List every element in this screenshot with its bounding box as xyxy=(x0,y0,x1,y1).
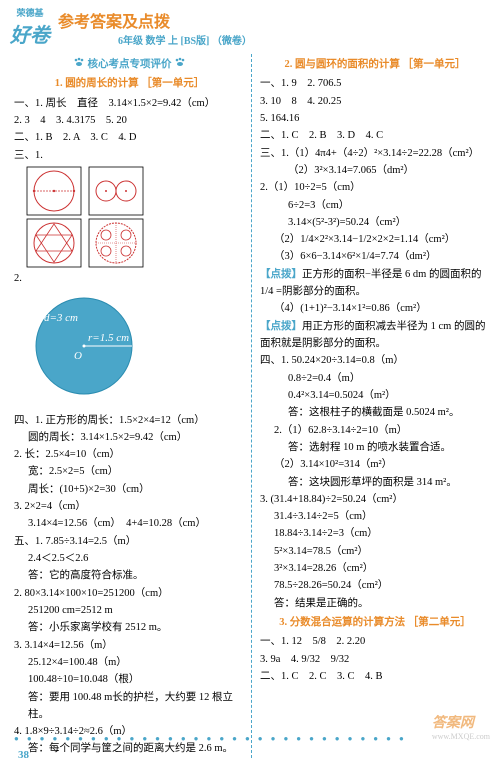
answer-line: 0.8÷2=0.4（m） xyxy=(260,370,490,387)
answer-line: 2.（1）62.8÷3.14÷2=10（m） xyxy=(260,422,490,439)
answer-line: 251200 cm=2512 m xyxy=(14,602,245,619)
topic-heading: 2. 圆与圆环的面积的计算 ［第一单元］ xyxy=(260,56,490,73)
answer-line: 面积就是阴影部分的面积。 xyxy=(260,335,490,352)
answer-line: 3. (31.4+18.84)÷2=50.24（cm²） xyxy=(260,491,490,508)
hint-text: 正方形的面积−半径是 6 dm 的圆面积的 xyxy=(302,269,481,280)
page-header: 荣德基 好卷 参考答案及点拨 6年级 数学 上 [BS版] （微卷） xyxy=(0,0,500,50)
answer-line: 25.12×4=100.48（m） xyxy=(14,654,245,671)
answer-line: （3）6×6−3.14×6²×1/4=7.74（dm²） xyxy=(260,248,490,265)
page-title: 参考答案及点拨 xyxy=(58,8,252,32)
section-heading-text: 核心考点专项评价 xyxy=(88,59,172,70)
answer-line: 四、1. 正方形的周长：1.5×2×4=12（cm） xyxy=(14,412,245,429)
answer-line: 18.84÷3.14÷2=3（cm） xyxy=(260,525,490,542)
answer-line: 3²×3.14=28.26（cm²） xyxy=(260,560,490,577)
hint-text: 用正方形的面积减去半径为 1 cm 的圆的 xyxy=(302,321,485,332)
answer-line: 100.48÷10=10.048（根） xyxy=(14,671,245,688)
answer-line: 2.4＜2.5＜2.6 xyxy=(14,550,245,567)
answer-line: 5. 164.16 xyxy=(260,110,490,127)
answer-line: 3. 9a 4. 9/32 9/32 xyxy=(260,651,490,668)
answer-line: 一、1. 12 5/8 2. 2.20 xyxy=(260,633,490,650)
circle-diagram xyxy=(88,218,144,268)
circle-diagram xyxy=(88,166,144,216)
answer-line: 答：小乐家离学校有 2512 m。 xyxy=(14,619,245,636)
answer-line: 2. 长：2.5×4=10（cm） xyxy=(14,446,245,463)
answer-line: 3.14×(5²-3²)=50.24（cm²） xyxy=(260,214,490,231)
brand-small-text: 荣德基 xyxy=(16,6,43,19)
answer-line: 五、1. 7.85÷3.14=2.5（m） xyxy=(14,533,245,550)
hint-line: 【点拨】用正方形的面积减去半径为 1 cm 的圆的 xyxy=(260,318,490,335)
answer-line: 三、1. xyxy=(14,147,245,164)
topic-heading: 3. 分数混合运算的计算方法 ［第二单元］ xyxy=(260,614,490,631)
answer-line: 答：这块圆形草坪的面积是 314 m²。 xyxy=(260,474,490,491)
watermark: 答案网 www.MXQE.com xyxy=(432,712,490,741)
hint-label: 【点拨】 xyxy=(260,269,302,280)
footer-dots: ● ● ● ● ● ● ● ● ● ● ● ● ● ● ● ● ● ● ● ● … xyxy=(14,734,407,743)
answer-line: 2. 80×3.14×100×10=251200（cm） xyxy=(14,585,245,602)
topic-heading: 1. 圆的周长的计算 ［第一单元］ xyxy=(14,75,245,92)
section-heading: 核心考点专项评价 xyxy=(14,56,245,73)
answer-line: 四、1. 50.24×20÷3.14=0.8（m） xyxy=(260,352,490,369)
answer-line: 二、1. C 2. C 3. C 4. B xyxy=(260,668,490,685)
paw-icon xyxy=(73,59,88,70)
answer-line: 5²×3.14=78.5（cm²） xyxy=(260,543,490,560)
answer-line: 78.5÷28.26=50.24（cm²） xyxy=(260,577,490,594)
content-columns: 核心考点专项评价 1. 圆的周长的计算 ［第一单元］ 一、1. 周长 直径 3.… xyxy=(0,50,500,758)
answer-line: 答：要用 100.48 m长的护栏，大约要 12 根立柱。 xyxy=(14,689,245,724)
answer-line: 答：选射程 10 m 的喷水装置合适。 xyxy=(260,439,490,456)
answer-line: 1/4 =阴影部分的面积。 xyxy=(260,283,490,300)
watermark-main: 答案网 xyxy=(432,712,490,732)
diameter-label: d=3 cm xyxy=(44,312,78,324)
answer-line: 一、1. 周长 直径 3.14×1.5×2=9.42（cm） xyxy=(14,95,245,112)
column-right: 2. 圆与圆环的面积的计算 ［第一单元］ 一、1. 9 2. 706.5 3. … xyxy=(252,54,490,758)
large-circle-diagram: d=3 cm r=1.5 cm O xyxy=(24,291,245,407)
page-number: 38 xyxy=(18,749,29,761)
answer-line: （2）3²×3.14=7.065（dm²） xyxy=(260,162,490,179)
svg-text:O: O xyxy=(74,350,82,362)
radius-label: r=1.5 cm xyxy=(88,332,129,344)
circle-diagram xyxy=(26,166,82,216)
answer-line: 宽：2.5×2=5（cm） xyxy=(14,463,245,480)
answer-line: 答：这根柱子的横截面是 0.5024 m²。 xyxy=(260,404,490,421)
paw-icon xyxy=(174,59,186,70)
answer-line: 二、1. B 2. A 3. C 4. D xyxy=(14,129,245,146)
brand-main-text: 好卷 xyxy=(10,19,50,48)
watermark-sub: www.MXQE.com xyxy=(432,732,490,741)
diagram-row-2 xyxy=(26,218,245,268)
answer-line: 3. 3.14×4=12.56（m） xyxy=(14,637,245,654)
answer-line: 6÷2=3（cm） xyxy=(260,197,490,214)
answer-line: 圆的周长：3.14×1.5×2=9.42（cm） xyxy=(14,429,245,446)
brand-logo: 荣德基 好卷 xyxy=(10,6,50,48)
answer-line: 三、1.（1）4π4+（4÷2）²×3.14÷2=22.28（cm²） xyxy=(260,145,490,162)
answer-line: 2. 3 4 3. 4.3175 5. 20 xyxy=(14,112,245,129)
circle-diagram xyxy=(26,218,82,268)
answer-line: 答：它的高度符合标准。 xyxy=(14,567,245,584)
answer-line: 一、1. 9 2. 706.5 xyxy=(260,75,490,92)
answer-line: （2）1/4×2²×3.14−1/2×2×2=1.14（cm²） xyxy=(260,231,490,248)
column-left: 核心考点专项评价 1. 圆的周长的计算 ［第一单元］ 一、1. 周长 直径 3.… xyxy=(14,54,252,758)
answer-line: 31.4÷3.14÷2=5（cm） xyxy=(260,508,490,525)
answer-line: （4）(1+1)²−3.14×1²=0.86（cm²） xyxy=(260,300,490,317)
answer-line: 二、1. C 2. B 3. D 4. C xyxy=(260,127,490,144)
hint-label: 【点拨】 xyxy=(260,321,302,332)
answer-line: 周长：(10+5)×2=30（cm） xyxy=(14,481,245,498)
answer-line: 2.（1）10÷2=5（cm） xyxy=(260,179,490,196)
answer-line: 3. 2×2=4（cm） xyxy=(14,498,245,515)
answer-line: 0.4²×3.14=0.5024（m²） xyxy=(260,387,490,404)
answer-line: 3. 10 8 4. 20.25 xyxy=(260,93,490,110)
answer-line: （2）3.14×10²=314（m²） xyxy=(260,456,490,473)
answer-line: 答：每个同学与筐之间的距离大约是 2.6 m。 xyxy=(14,740,245,757)
diagram-row-1 xyxy=(26,166,245,216)
page-subtitle: 6年级 数学 上 [BS版] （微卷） xyxy=(118,32,252,47)
answer-line: 3.14×4=12.56（cm） 4+4=10.28（cm） xyxy=(14,515,245,532)
hint-line: 【点拨】正方形的面积−半径是 6 dm 的圆面积的 xyxy=(260,266,490,283)
answer-line: 2. xyxy=(14,270,245,287)
answer-line: 答：结果是正确的。 xyxy=(260,595,490,612)
